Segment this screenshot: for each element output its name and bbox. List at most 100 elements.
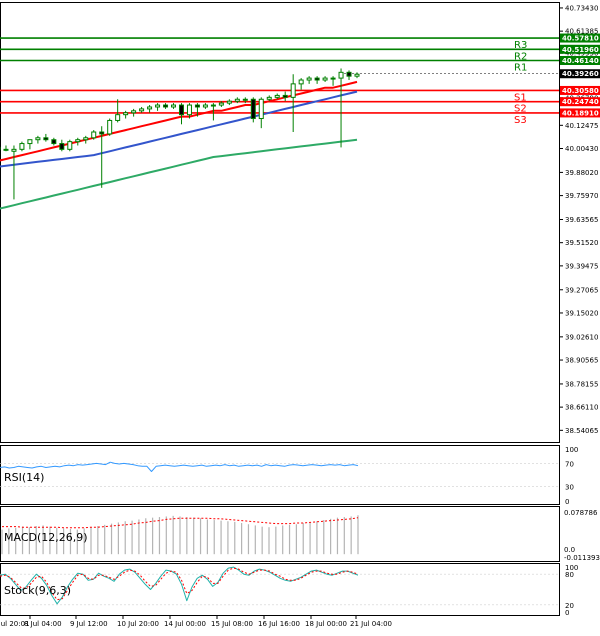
macd-signal-line [2,517,359,529]
stoch-main-line [0,566,359,605]
candle-body [306,77,312,81]
price-y-tick-label: 40.00430 [565,145,598,153]
candle-body [242,98,248,101]
level-price-box-r1 [560,55,600,65]
candle-body [67,141,73,150]
price-y-tick-label: 39.51520 [565,239,598,247]
candle-body [202,104,208,108]
candle-body [322,77,328,81]
candle-body [186,104,192,116]
macd-pane-frame [0,506,560,562]
rsi-y-tick-label: 0 [565,498,569,506]
price-y-tick-label: 38.90565 [565,357,598,365]
price-y-tick-label: 38.54065 [565,427,598,435]
stoch-y-tick-label: 80 [565,571,574,579]
level-price-box-r3 [560,33,600,43]
candle-body [3,148,9,151]
x-tick-label: 15 Jul 08:00 [211,620,253,628]
candle-body [75,139,81,143]
level-name-r1: R1 [514,62,527,73]
price-pane-frame [0,2,560,443]
candle-body [155,104,161,108]
level-price-box-s2 [560,97,600,107]
candle-body [27,139,33,145]
current-price-label: 40.39260 [562,70,599,78]
candle-body [274,94,280,98]
candle-body [83,137,89,141]
stoch-y-tick-label: 20 [565,602,574,610]
candle-body [298,79,304,85]
macd-y-tick-label: 0.078786 [564,509,598,517]
x-tick-label: 14 Jul 00:00 [164,620,206,628]
price-y-tick-label: 40.12475 [565,122,598,130]
candle-body [330,77,336,80]
candle-body [178,104,184,116]
level-name-r2: R2 [514,51,527,62]
level-price-label-s2: 40.24740 [562,98,599,106]
ma-slow-line [0,138,358,210]
price-y-tick-label: 39.15020 [565,309,598,317]
candle-body [91,131,97,139]
level-name-s3: S3 [514,115,527,126]
candle-body [338,71,344,79]
x-tick-label: 10 Jul 20:00 [117,620,159,628]
candle-body [226,100,232,104]
level-price-box-s3 [560,108,600,118]
candle-body [123,112,129,116]
stoch-pane-frame [0,563,560,616]
stoch-y-tick-label: 100 [565,564,578,572]
candle-body [131,110,137,114]
candle-body [139,108,145,112]
candle-body [346,71,352,77]
rsi-y-tick-label: 100 [565,446,578,454]
candle-body [51,139,57,145]
price-y-tick-label: 40.73430 [565,4,598,12]
candle-body [290,83,296,98]
stoch-label: Stock(9,6,3) [4,584,71,597]
candle-body [234,98,240,102]
rsi-pane-frame [0,445,560,505]
level-name-s1: S1 [514,92,527,103]
candle-body [282,94,288,98]
level-name-s2: S2 [514,104,527,115]
stoch-y-tick-label: 0 [565,609,569,617]
stoch-signal-line [0,567,359,601]
candle-body [35,137,41,141]
candle-body [171,104,177,108]
price-y-tick-label: 40.61385 [565,28,598,36]
candle-body [194,104,200,108]
price-y-tick-label: 39.39475 [565,262,598,270]
candle-body [163,104,169,108]
candle-body [99,131,105,135]
candle-body [115,114,121,121]
rsi-line [0,461,359,472]
candle-body [354,73,360,77]
candle-body [43,137,49,141]
rsi-y-tick-label: 70 [565,460,574,468]
level-name-r3: R3 [514,40,527,51]
candle-body [218,102,224,106]
level-price-box-r2 [560,44,600,54]
candle-body [19,143,25,150]
candle-body [314,77,320,81]
price-y-tick-label: 39.63565 [565,216,598,224]
level-price-label-s3: 40.18910 [562,109,599,117]
candle-body [210,104,216,107]
candle-body [107,119,113,135]
x-tick-label: 7 Jul 20:01 [0,620,30,628]
x-tick-label: 16 Jul 16:00 [258,620,300,628]
macd-y-tick-label: -0.011393 [564,554,600,562]
level-price-box-s1 [560,85,600,95]
price-y-tick-label: 39.75970 [565,192,598,200]
ma-mid-line [0,90,358,168]
candle-body [59,143,65,150]
price-y-tick-label: 39.02610 [565,333,598,341]
candle-body [258,98,264,120]
level-price-label-r3: 40.57810 [562,35,599,43]
candle-body [266,96,272,100]
macd-y-tick-label: 0.0 [564,546,575,554]
level-price-label-s1: 40.30580 [562,87,599,95]
candle-body [11,148,17,152]
